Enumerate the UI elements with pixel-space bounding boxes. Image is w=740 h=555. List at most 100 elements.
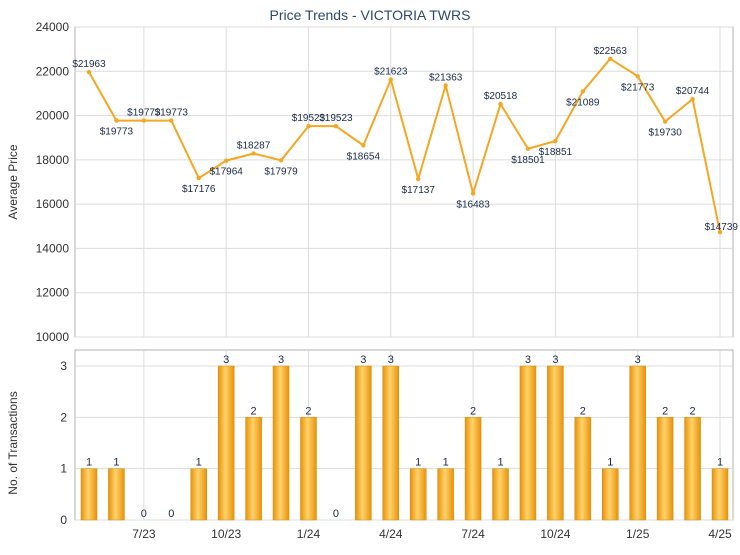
price-data-label: $19773	[100, 127, 134, 138]
price-point	[361, 143, 366, 148]
price-point	[141, 118, 147, 123]
price-data-label: $22563	[594, 46, 628, 57]
price-data-label: $17964	[209, 167, 243, 178]
price-point	[306, 123, 311, 129]
price-point	[169, 118, 174, 123]
transaction-bar	[245, 417, 262, 521]
transaction-bar	[519, 365, 537, 521]
transaction-count-label: 1	[113, 457, 119, 469]
transaction-count-label: 0	[141, 508, 147, 520]
price-point	[223, 158, 229, 163]
price-point	[525, 146, 531, 151]
price-y-tick-label: 20000	[36, 109, 70, 123]
x-tick-label: 4/24	[379, 527, 403, 541]
price-data-label: $18851	[539, 147, 573, 158]
price-point	[333, 123, 339, 129]
price-data-label: $16483	[456, 199, 490, 210]
price-data-label: $18287	[237, 141, 271, 152]
price-data-label: $17979	[264, 166, 298, 177]
transaction-count-label: 3	[525, 354, 531, 366]
x-tick-label: 1/24	[297, 527, 321, 541]
transaction-bar	[547, 365, 564, 521]
transactions-y-tick-label: 3	[60, 359, 67, 373]
price-plot-area	[74, 26, 734, 338]
price-point	[662, 119, 668, 124]
transaction-count-label: 0	[168, 508, 174, 520]
price-data-label: $21963	[72, 59, 106, 70]
transaction-count-label: 2	[662, 405, 668, 417]
price-y-axis-label: Average Price	[6, 144, 20, 219]
price-point	[388, 77, 393, 82]
transactions-panel: 0 1 2 3 1 1 0 0 1 3 2 3 2 0 3 3 1 1 2 1 3 3 2 1 3 2 2 1 7/23 10/23 1/2…	[60, 349, 734, 541]
price-y-tick-label: 10000	[36, 330, 70, 344]
transaction-count-label: 1	[717, 457, 723, 469]
transaction-count-label: 3	[278, 354, 284, 366]
transactions-y-tick-label: 2	[60, 410, 67, 424]
x-tick-label: 4/25	[708, 527, 732, 541]
transaction-bar	[492, 468, 509, 521]
price-data-label: $19523	[292, 113, 326, 124]
transaction-count-label: 1	[607, 457, 613, 469]
price-y-tick-label: 18000	[36, 153, 70, 167]
price-data-label: $20744	[676, 86, 710, 97]
transaction-bar	[409, 468, 427, 521]
transaction-bar	[355, 365, 372, 521]
transaction-count-label: 1	[196, 457, 202, 469]
price-data-label: $17176	[182, 184, 216, 195]
price-point	[690, 96, 695, 102]
transaction-count-label: 1	[415, 457, 421, 469]
transaction-count-label: 0	[333, 508, 339, 520]
price-data-label: $18654	[347, 151, 381, 162]
transaction-bar	[629, 365, 646, 521]
price-panel: 10000 12000 14000 16000 18000 20000 22000 24000…	[36, 20, 739, 344]
transaction-count-label: 3	[635, 354, 641, 366]
price-y-tick-label: 24000	[36, 20, 70, 34]
price-point	[278, 158, 284, 163]
price-point	[470, 191, 476, 196]
price-point	[86, 69, 92, 75]
transaction-count-label: 3	[360, 354, 366, 366]
transactions-y-axis-label: No. of Transactions	[6, 391, 20, 494]
price-point	[196, 175, 201, 181]
price-data-label: $21089	[566, 97, 600, 108]
transaction-bar	[80, 468, 98, 521]
price-data-label: $21363	[429, 72, 463, 83]
x-tick-label: 10/24	[540, 527, 570, 541]
transaction-bar	[464, 417, 482, 521]
transactions-plot-area	[74, 349, 734, 521]
price-data-label: $19523	[319, 113, 353, 124]
price-point	[717, 229, 723, 235]
price-data-label: $19773	[155, 108, 189, 119]
transaction-bar	[108, 468, 125, 521]
transaction-count-label: 1	[443, 457, 449, 469]
transaction-bar	[711, 468, 729, 521]
price-point	[580, 89, 586, 94]
price-point	[114, 118, 119, 123]
transaction-bar	[574, 417, 592, 521]
transaction-count-label: 2	[470, 405, 476, 417]
price-y-tick-label: 16000	[36, 197, 70, 211]
x-tick-label: 7/24	[461, 527, 485, 541]
price-point	[553, 138, 558, 144]
transaction-bar	[217, 365, 235, 521]
transaction-bar	[684, 417, 701, 521]
price-point	[443, 83, 448, 88]
transaction-count-label: 2	[305, 405, 311, 417]
price-data-label: $18501	[511, 155, 545, 166]
transaction-count-label: 2	[251, 405, 257, 417]
price-point	[416, 176, 421, 182]
price-data-label: $20518	[484, 91, 518, 102]
price-data-label: $19730	[648, 128, 682, 139]
transaction-count-label: 2	[690, 405, 696, 417]
transaction-count-label: 2	[580, 405, 586, 417]
price-point	[498, 101, 503, 107]
price-data-label: $19773	[127, 108, 161, 119]
transactions-y-tick-label: 1	[60, 462, 67, 476]
price-point	[608, 56, 613, 62]
x-tick-label: 1/25	[626, 527, 650, 541]
price-data-label: $17137	[402, 185, 436, 196]
price-data-label: $21773	[621, 82, 655, 93]
transaction-bar	[602, 468, 619, 521]
price-point	[635, 74, 640, 79]
